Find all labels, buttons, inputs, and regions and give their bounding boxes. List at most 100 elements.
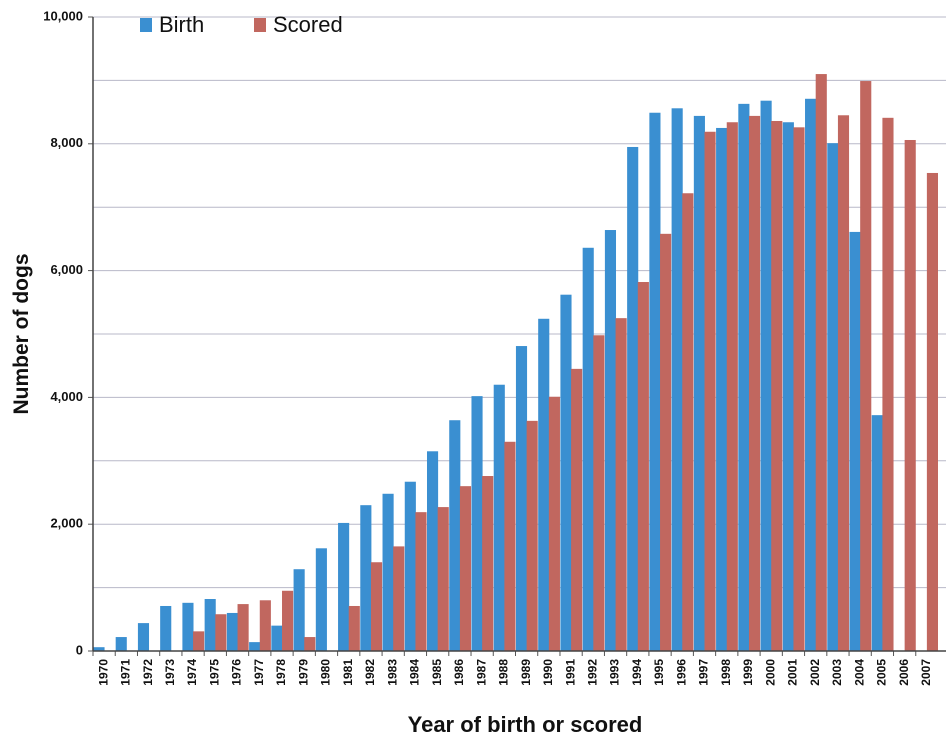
x-tick-label: 1999	[741, 659, 755, 686]
bar	[926, 172, 938, 652]
bar	[338, 522, 350, 651]
x-tick-label: 1990	[541, 659, 555, 686]
x-tick-label: 1991	[563, 659, 577, 686]
x-tick-label: 1986	[452, 659, 466, 686]
bar	[560, 294, 572, 651]
x-tick-label: 1998	[719, 659, 733, 686]
x-tick-label: 1972	[141, 659, 155, 686]
bar	[815, 74, 827, 651]
bar	[237, 604, 249, 651]
x-tick-label: 1976	[230, 659, 244, 686]
bar	[315, 548, 327, 651]
bar	[627, 146, 639, 651]
x-tick-label: 2005	[875, 659, 889, 686]
x-tick-label: 1970	[96, 659, 110, 686]
bar	[849, 231, 861, 651]
legend-swatch	[254, 18, 266, 32]
bar	[393, 546, 405, 651]
x-tick-label: 1974	[185, 659, 199, 686]
bar	[370, 562, 383, 651]
y-tick-label: 0	[76, 642, 83, 657]
bar	[459, 486, 472, 651]
bar	[482, 476, 494, 651]
bar	[871, 415, 883, 651]
bar	[182, 602, 194, 651]
bar	[637, 282, 649, 651]
bar	[415, 512, 427, 651]
x-tick-label: 1985	[430, 659, 444, 686]
x-tick-label: 2003	[830, 659, 844, 686]
bar	[649, 112, 661, 651]
bar	[226, 612, 238, 651]
bar	[882, 117, 894, 651]
bar	[137, 623, 150, 651]
x-tick-label: 1975	[207, 659, 221, 686]
bar	[115, 637, 127, 651]
bar	[748, 115, 761, 652]
bar	[660, 233, 672, 651]
bar	[760, 100, 772, 652]
bar	[193, 631, 205, 651]
bar	[771, 120, 783, 651]
bar	[437, 507, 449, 651]
bar	[493, 384, 505, 651]
x-tick-label: 1988	[497, 659, 511, 686]
x-tick-label: 2001	[786, 659, 800, 686]
x-tick-label: 2000	[763, 659, 777, 686]
bar	[604, 230, 617, 652]
bar	[293, 569, 305, 651]
bar	[571, 368, 583, 651]
bar	[738, 103, 750, 651]
bar	[827, 143, 839, 651]
x-tick-label: 1989	[519, 659, 533, 686]
bar	[471, 396, 483, 651]
x-tick-label: 1971	[119, 659, 133, 686]
y-tick-label: 8,000	[50, 135, 83, 150]
y-tick-label: 6,000	[50, 262, 83, 277]
bar	[904, 139, 916, 651]
bar	[582, 247, 594, 651]
y-axis-title: Number of dogs	[10, 254, 33, 415]
bar	[204, 599, 216, 651]
bar	[538, 318, 550, 651]
x-tick-label: 1983	[385, 659, 399, 686]
x-tick-label: 1973	[163, 659, 177, 686]
bar	[404, 481, 416, 651]
bar	[726, 122, 738, 651]
x-tick-label: 2002	[808, 659, 822, 686]
x-tick-label: 1978	[274, 659, 288, 686]
bar	[805, 98, 817, 651]
bar	[693, 115, 705, 652]
bar	[215, 614, 227, 651]
bar	[860, 81, 872, 651]
bar	[271, 625, 283, 651]
x-tick-label: 1993	[608, 659, 622, 686]
x-tick-label: 1994	[630, 659, 644, 686]
bar	[782, 122, 794, 651]
y-tick-label: 4,000	[50, 389, 83, 404]
bar	[249, 642, 261, 651]
bar	[304, 637, 316, 651]
bar	[360, 505, 372, 651]
bar	[348, 605, 360, 651]
bar	[526, 420, 538, 651]
bar	[282, 590, 294, 651]
bar	[548, 396, 560, 651]
legend-swatch	[140, 18, 152, 32]
bar	[382, 493, 394, 651]
bar	[593, 335, 605, 651]
x-tick-label: 1987	[474, 659, 488, 686]
bar	[704, 131, 716, 651]
bar	[515, 346, 528, 651]
legend-label: Birth	[159, 12, 204, 37]
x-tick-label: 2004	[852, 659, 866, 686]
bar	[93, 647, 105, 651]
y-tick-label: 10,000	[43, 8, 83, 23]
x-tick-label: 1977	[252, 659, 266, 686]
x-tick-label: 1995	[652, 659, 666, 686]
bar	[426, 451, 439, 651]
bar	[716, 127, 728, 651]
x-tick-label: 1979	[296, 659, 310, 686]
bar	[793, 127, 805, 652]
